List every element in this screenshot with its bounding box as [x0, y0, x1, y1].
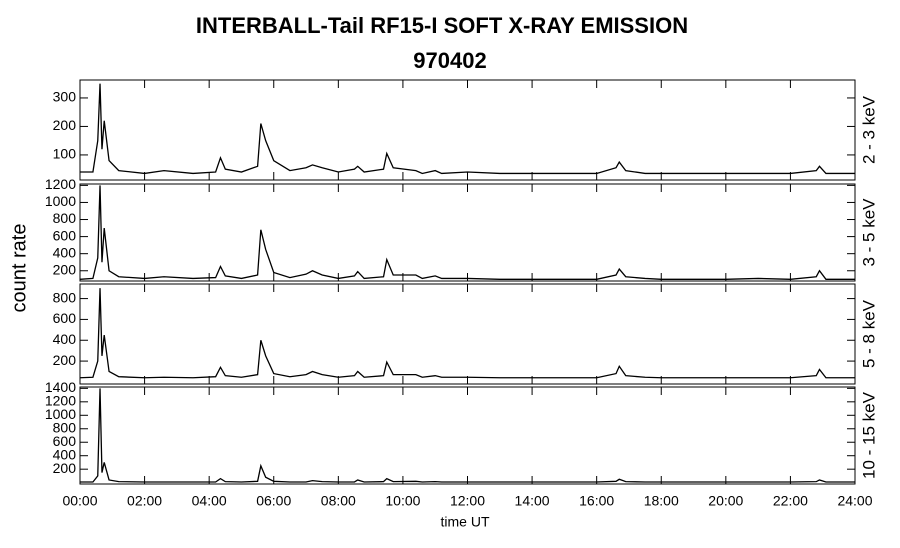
- data-line: [79, 185, 855, 280]
- panel-label: 10 - 15 keV: [859, 391, 878, 479]
- y-tick-label: 1000: [45, 193, 76, 209]
- x-tick-label: 18:00: [644, 493, 679, 509]
- chart-subtitle: 970402: [413, 48, 486, 73]
- panel-label: 3 - 5 keV: [859, 198, 878, 267]
- plot-frame: [79, 283, 856, 385]
- y-axis-label: count rate: [8, 224, 30, 313]
- x-tick-label: 12:00: [450, 493, 485, 509]
- y-tick-label: 200: [53, 352, 77, 368]
- x-tick-label: 22:00: [773, 493, 808, 509]
- x-tick-label: 00:00: [62, 493, 97, 509]
- data-line: [79, 288, 855, 379]
- panel-label: 5 - 8 keV: [859, 299, 878, 368]
- data-line: [80, 388, 855, 483]
- y-tick-label: 800: [53, 210, 77, 226]
- x-tick-label: 04:00: [192, 493, 227, 509]
- y-tick-label: 1200: [45, 393, 76, 409]
- y-tick-label: 1200: [45, 176, 76, 192]
- y-tick-label: 200: [53, 460, 77, 476]
- y-tick-label: 100: [53, 146, 77, 162]
- x-tick-label: 02:00: [127, 493, 162, 509]
- y-tick-label: 1000: [45, 406, 76, 422]
- y-tick-label: 400: [53, 446, 77, 462]
- x-tick-label: 16:00: [579, 493, 614, 509]
- y-tick-label: 600: [53, 433, 77, 449]
- x-tick-label: 10:00: [385, 493, 420, 509]
- chart-title: INTERBALL-Tail RF15-I SOFT X-RAY EMISSIO…: [196, 13, 688, 38]
- y-tick-label: 200: [53, 117, 77, 133]
- panel-label: 2 - 3 keV: [859, 95, 878, 164]
- plot-frame: [79, 183, 856, 282]
- plot-frame: [79, 79, 856, 181]
- y-tick-label: 1400: [45, 379, 76, 395]
- y-tick-label: 200: [53, 261, 77, 277]
- y-tick-label: 600: [53, 227, 77, 243]
- y-tick-label: 400: [53, 331, 77, 347]
- x-axis-label: time UT: [441, 514, 490, 530]
- data-line: [80, 83, 855, 175]
- plot-frame: [79, 386, 856, 485]
- y-tick-label: 400: [53, 244, 77, 260]
- y-tick-label: 800: [53, 289, 77, 305]
- x-tick-label: 24:00: [837, 493, 872, 509]
- x-tick-label: 14:00: [515, 493, 550, 509]
- x-tick-label: 08:00: [321, 493, 356, 509]
- x-tick-label: 20:00: [708, 493, 743, 509]
- y-tick-label: 800: [53, 419, 77, 435]
- y-tick-label: 600: [53, 310, 77, 326]
- y-tick-label: 300: [53, 89, 77, 105]
- x-tick-label: 06:00: [256, 493, 291, 509]
